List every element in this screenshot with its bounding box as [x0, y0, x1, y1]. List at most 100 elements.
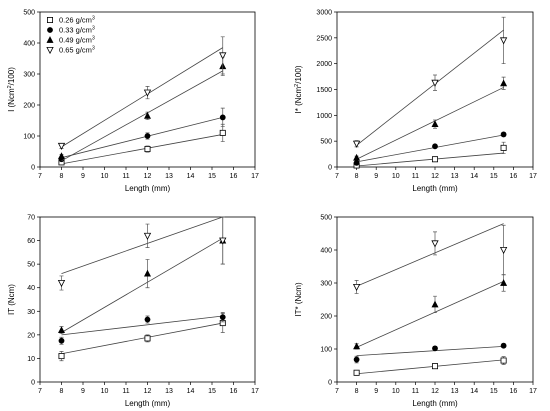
x-tick-label: 17 — [529, 388, 537, 395]
data-point-0.33 — [58, 337, 65, 344]
data-point-0.49 — [144, 269, 151, 277]
chart-panel-it: 7 8 9 10 11 12 13 14 15 16 17 0 10 20 30 40 50 60 70 Length… — [7, 215, 259, 409]
data-point-0.65 — [57, 280, 66, 288]
x-tick-label: 13 — [451, 388, 459, 395]
x-tick-label: 10 — [392, 173, 400, 180]
fit-line-0.26 — [356, 152, 504, 167]
x-tick-label: 11 — [412, 173, 419, 180]
data-point-0.65 — [143, 89, 152, 97]
data-point-0.65 — [431, 240, 439, 248]
data-point-0.26 — [431, 363, 438, 370]
data-point-0.33 — [219, 114, 226, 121]
data-point-0.26 — [58, 353, 65, 360]
data-point-0.49 — [353, 342, 361, 350]
data-point-0.33 — [353, 159, 360, 166]
y-tick-label: 400 — [23, 41, 35, 48]
x-tick-label: 13 — [165, 388, 173, 395]
x-tick-label: 14 — [187, 173, 195, 180]
y-tick-label: 300 — [23, 72, 35, 79]
x-tick-label: 7 — [335, 173, 339, 180]
x-tick-label: 16 — [230, 173, 238, 180]
x-tick-label: 15 — [490, 388, 498, 395]
square-open-legend-marker — [47, 16, 54, 23]
x-tick-label: 17 — [251, 173, 259, 180]
x-tick-label: 9 — [374, 173, 378, 180]
data-point-0.26 — [353, 369, 360, 376]
data-point-0.49 — [500, 279, 508, 286]
x-tick-label: 12 — [431, 173, 439, 180]
data-point-0.65 — [57, 142, 66, 150]
x-tick-label: 7 — [38, 388, 42, 395]
y-tick-label: 20 — [27, 332, 35, 339]
legend-entry-0.26: 0.26 g/cm3 — [59, 16, 95, 25]
x-tick-label: 10 — [101, 388, 109, 395]
x-tick-label: 8 — [355, 173, 359, 180]
y-tick-label: 3000 — [316, 10, 332, 17]
y-tick-label: 0 — [328, 380, 332, 387]
data-point-0.33 — [432, 143, 438, 150]
fit-line-0.33 — [61, 117, 223, 159]
x-tick-label: 11 — [412, 388, 419, 395]
x-tick-label: 12 — [144, 388, 152, 395]
x-tick-label: 13 — [165, 173, 173, 180]
data-point-0.33 — [500, 342, 507, 349]
x-tick-label: 15 — [208, 388, 216, 395]
x-tick-label: 16 — [510, 388, 518, 395]
data-point-0.26 — [500, 357, 507, 364]
x-tick-label: 7 — [38, 173, 42, 180]
fit-line-0.49 — [356, 280, 504, 348]
y-tick-label: 10 — [27, 356, 35, 363]
x-tick-label: 7 — [335, 388, 339, 395]
y-axis-title: I (Ncm2/100) — [7, 67, 16, 112]
y-tick-label: 500 — [320, 215, 332, 222]
chart-panel-i-star: 7 8 9 10 11 12 13 14 15 16 17 0 500 1000 1500 2000 2500 3… — [294, 10, 537, 194]
y-tick-label: 0 — [31, 380, 35, 387]
data-point-0.33 — [144, 316, 151, 323]
data-point-0.33 — [219, 314, 226, 321]
y-tick-label: 30 — [27, 309, 35, 316]
x-tick-label: 8 — [355, 388, 359, 395]
x-tick-label: 11 — [122, 388, 129, 395]
data-point-0.49 — [431, 120, 439, 128]
data-point-0.65 — [499, 37, 508, 45]
x-tick-label: 14 — [470, 388, 478, 395]
x-tick-label: 10 — [101, 173, 109, 180]
x-tick-label: 15 — [490, 173, 498, 180]
data-point-0.49 — [353, 153, 361, 161]
y-tick-label: 40 — [27, 285, 35, 292]
x-tick-label: 15 — [208, 173, 216, 180]
x-tick-label: 16 — [510, 173, 518, 180]
data-point-0.26 — [219, 129, 226, 136]
fit-line-0.49 — [61, 237, 223, 333]
data-point-0.26 — [431, 156, 438, 163]
y-tick-label: 1500 — [316, 87, 332, 94]
y-axis-title: I* (Ncm2/100) — [294, 65, 303, 113]
y-tick-label: 400 — [320, 248, 332, 255]
x-tick-label: 11 — [122, 173, 129, 180]
fit-line-0.65 — [61, 47, 223, 148]
x-tick-label: 17 — [251, 388, 259, 395]
y-tick-label: 100 — [320, 347, 332, 354]
fit-line-0.26 — [61, 134, 223, 165]
data-point-0.49 — [58, 326, 65, 334]
data-point-0.65 — [431, 79, 439, 87]
data-point-0.65 — [219, 237, 227, 245]
x-tick-label: 17 — [529, 173, 537, 180]
legend-entry-0.65: 0.65 g/cm3 — [59, 46, 95, 55]
x-axis-title: Length (mm) — [125, 184, 171, 193]
x-tick-label: 8 — [60, 388, 64, 395]
x-tick-label: 16 — [230, 388, 238, 395]
data-point-0.65 — [352, 140, 361, 148]
fit-line-0.49 — [61, 70, 223, 162]
x-tick-label: 8 — [60, 173, 64, 180]
data-point-0.26 — [144, 335, 151, 342]
y-tick-label: 500 — [23, 10, 35, 17]
y-tick-label: 300 — [320, 281, 332, 288]
data-point-0.26 — [144, 146, 151, 153]
legend-entry-0.49: 0.49 g/cm3 — [59, 36, 95, 45]
x-tick-label: 9 — [374, 388, 378, 395]
data-point-0.33 — [353, 356, 360, 363]
data-point-0.49 — [500, 79, 508, 87]
x-tick-label: 9 — [81, 388, 85, 395]
x-tick-label: 12 — [144, 173, 152, 180]
